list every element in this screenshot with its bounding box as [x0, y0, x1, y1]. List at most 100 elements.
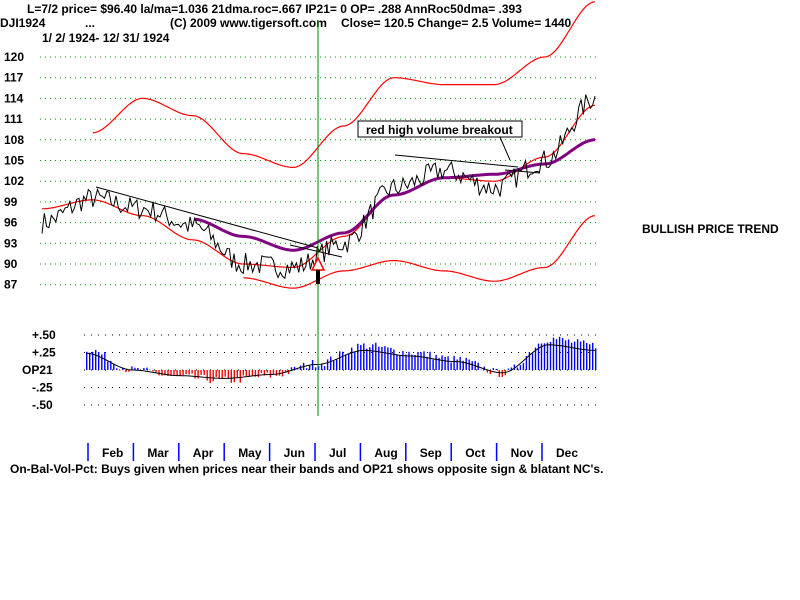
op21-bar: [426, 356, 428, 370]
date-range-label: 1/ 2/ 1924- 12/ 31/ 1924: [42, 31, 170, 45]
upper-band-line: [92, 1, 596, 168]
op21-bar: [269, 370, 272, 378]
op21-bar: [586, 343, 588, 370]
price-tick-label: 111: [4, 112, 23, 126]
op21-bar: [531, 352, 534, 370]
op21-bar: [209, 370, 211, 384]
op21-bar: [191, 370, 193, 374]
op21-bar: [245, 370, 247, 376]
op21-bar: [125, 370, 127, 373]
month-label: Apr: [193, 446, 214, 460]
op21-bar: [260, 370, 263, 374]
price-tick-label: 87: [4, 278, 18, 292]
op21-bar: [339, 351, 341, 370]
price-tick-label: 96: [4, 216, 18, 230]
month-label: Oct: [465, 446, 485, 460]
op21-bar: [224, 370, 226, 377]
op21-bar: [570, 342, 573, 370]
op21-bar: [534, 347, 537, 370]
op21-bar: [564, 340, 567, 370]
op21-bar: [95, 349, 97, 370]
op21-bar: [420, 352, 422, 370]
op21-bar: [387, 347, 389, 370]
downtrend-line: [95, 186, 319, 249]
osc-tick-label: -.50: [32, 398, 53, 412]
op21-bar: [257, 370, 260, 378]
annotation-pointer: [499, 136, 511, 161]
osc-tick-label: +.50: [32, 328, 56, 342]
trend-extension-line: [289, 244, 343, 258]
op21-bar: [236, 370, 238, 378]
op21-bar: [104, 352, 106, 370]
annotation-box: [357, 120, 523, 138]
op21-bar: [540, 343, 543, 370]
op21-bar: [342, 351, 344, 370]
op21-bar: [399, 355, 401, 370]
op21-bar: [89, 352, 91, 370]
op21-bar: [179, 370, 181, 376]
op21-bar: [348, 353, 350, 370]
month-axis: Feb Mar Apr May Jun Jul Aug Sep Oct Nov Dec: [87, 443, 578, 461]
op21-bar: [537, 343, 540, 370]
header-line1: L=7/2 price= $96.40 la/ma=1.036 21dma.ro…: [27, 2, 522, 16]
op21-bar: [137, 368, 139, 370]
op21-bar: [278, 370, 281, 376]
header-dots: ...: [85, 16, 95, 30]
op21-bar: [579, 341, 582, 370]
price-tick-label: 93: [4, 236, 18, 250]
op21-average-line: [85, 344, 596, 379]
op21-bar: [314, 367, 317, 370]
osc-tick-label: -.25: [32, 381, 53, 395]
op21-bar: [354, 351, 356, 370]
op21-bar: [366, 348, 368, 370]
oscillator-tick-labels: +.50 +.25 OP21 -.25 -.50: [22, 328, 56, 412]
op21-bar: [411, 354, 413, 370]
op21-bar: [170, 370, 172, 376]
op21-bar: [513, 364, 516, 370]
op21-bar: [197, 370, 199, 379]
op21-bar: [242, 370, 244, 376]
op21-bar: [239, 370, 241, 383]
op21-bar: [495, 368, 497, 370]
op21-bar: [131, 366, 133, 370]
resistance-line: [394, 154, 519, 168]
op21-bar: [110, 360, 112, 370]
op21-bar: [372, 344, 374, 370]
op21-bar: [333, 361, 335, 370]
op21-bar: [369, 347, 371, 370]
op21-bar: [305, 368, 308, 370]
op21-bar: [287, 370, 290, 375]
op21-bar: [119, 370, 121, 371]
op21-bar: [510, 367, 513, 370]
osc-tick-label: +.25: [32, 346, 56, 360]
op21-bar: [459, 357, 461, 370]
copyright-label: (C) 2009 www.tigersoft.com: [170, 16, 327, 30]
op21-bar: [444, 357, 446, 370]
symbol-label: DJI1924: [0, 16, 46, 30]
op21-bar: [98, 352, 100, 370]
op21-bar: [465, 357, 467, 370]
op21-bar: [221, 370, 223, 379]
op21-bar: [218, 370, 220, 379]
price-tick-labels: 120 117 114 111 108 105 102 99 96 93 90 87: [4, 50, 24, 292]
buy-arrow-icon: [310, 256, 326, 284]
op21-bar: [501, 370, 503, 377]
op21-bar: [272, 370, 275, 374]
stats-label: Close= 120.5 Change= 2.5 Volume= 1440: [341, 16, 572, 30]
op21-bar: [408, 351, 410, 370]
op21-bar: [317, 366, 320, 370]
op21-bar: [357, 343, 359, 370]
op21-bar: [381, 347, 383, 370]
op21-bar: [146, 367, 148, 370]
op21-bar: [462, 360, 464, 370]
op21-bar: [336, 359, 338, 370]
op21-bar: [435, 354, 437, 370]
op21-bar: [567, 339, 570, 370]
op21-bar: [480, 369, 482, 371]
op21-bar: [363, 343, 365, 370]
op21-bar: [266, 370, 269, 373]
op21-bar: [486, 370, 488, 373]
op21-bar: [360, 345, 362, 370]
op21-bar: [414, 355, 416, 370]
month-label: Aug: [374, 446, 397, 460]
